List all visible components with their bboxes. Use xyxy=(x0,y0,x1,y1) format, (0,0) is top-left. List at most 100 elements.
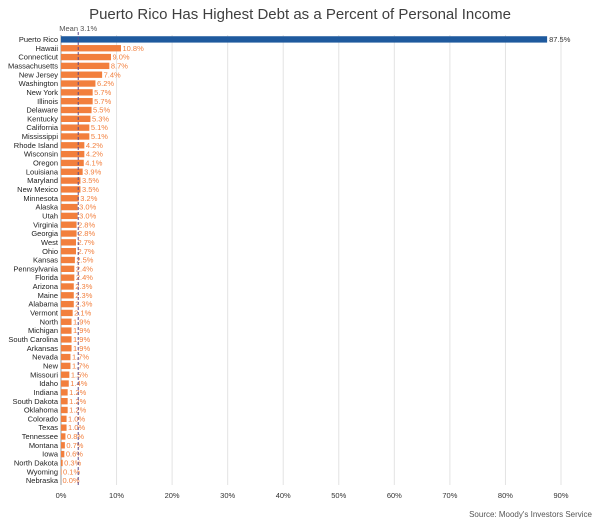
data-label: 1.9% xyxy=(73,317,90,326)
bar xyxy=(61,327,72,334)
data-label: 1.0% xyxy=(68,423,85,432)
data-label: 2.4% xyxy=(76,273,93,282)
category-label: Hawaii xyxy=(35,44,58,53)
data-label: 4.1% xyxy=(85,159,102,168)
bar xyxy=(61,318,72,325)
bar xyxy=(61,98,93,105)
data-label: 0.3% xyxy=(64,459,81,468)
category-label: Washington xyxy=(19,79,58,88)
x-tick-label: 50% xyxy=(331,491,346,500)
data-label: 2.3% xyxy=(75,300,92,309)
bar xyxy=(61,265,75,272)
data-label: 4.2% xyxy=(86,141,103,150)
category-label: Rhode Island xyxy=(14,141,58,150)
category-label: Montana xyxy=(29,441,59,450)
x-tick-label: 90% xyxy=(553,491,568,500)
bar xyxy=(61,371,70,378)
category-label: Maryland xyxy=(27,176,58,185)
data-label: 6.2% xyxy=(97,79,114,88)
bar xyxy=(61,115,91,122)
category-label: Indiana xyxy=(33,388,58,397)
bar xyxy=(61,283,74,290)
data-label: 2.3% xyxy=(75,291,92,300)
data-label: 0.8% xyxy=(67,432,84,441)
bar xyxy=(61,89,93,96)
category-label: Kentucky xyxy=(27,114,58,123)
category-label: Massachusetts xyxy=(8,61,58,70)
bar xyxy=(61,230,77,237)
data-label: 5.7% xyxy=(94,88,111,97)
category-label: Tennessee xyxy=(22,432,58,441)
category-label: Delaware xyxy=(26,106,58,115)
data-label: 87.5% xyxy=(549,35,571,44)
x-tick-label: 20% xyxy=(165,491,180,500)
x-tick-label: 60% xyxy=(387,491,402,500)
category-label: Texas xyxy=(38,423,58,432)
bar xyxy=(61,133,90,140)
bar xyxy=(61,71,103,78)
data-label: 1.4% xyxy=(70,379,87,388)
category-label: New Mexico xyxy=(17,185,58,194)
category-label: Kansas xyxy=(33,256,58,265)
data-label: 1.5% xyxy=(71,370,88,379)
data-label: 0.6% xyxy=(66,450,83,459)
category-label: Maine xyxy=(38,291,58,300)
category-label: Alaska xyxy=(35,203,58,212)
data-label: 2.3% xyxy=(75,282,92,291)
data-label: 3.5% xyxy=(82,176,99,185)
bar xyxy=(61,362,71,370)
x-tick-label: 70% xyxy=(442,491,457,500)
category-label: Iowa xyxy=(42,450,59,459)
bar xyxy=(61,442,65,449)
category-label: North xyxy=(40,317,58,326)
category-label: Connecticut xyxy=(18,53,59,62)
data-label: 3.5% xyxy=(82,185,99,194)
x-tick-label: 40% xyxy=(276,491,291,500)
bar xyxy=(61,212,78,220)
data-label: 1.9% xyxy=(73,335,90,344)
bar xyxy=(61,186,81,193)
bar xyxy=(61,300,74,308)
category-label: New York xyxy=(26,88,58,97)
bar xyxy=(61,195,79,202)
category-label: Oklahoma xyxy=(24,406,59,415)
category-label: Wisconsin xyxy=(24,150,58,159)
category-label: Louisiana xyxy=(26,167,59,176)
category-label: Mississippi xyxy=(22,132,59,141)
data-label: 3.0% xyxy=(79,203,96,212)
bar xyxy=(61,239,76,246)
bar xyxy=(61,336,72,343)
category-label: Illinois xyxy=(37,97,58,106)
data-label: 2.8% xyxy=(78,220,95,229)
category-label: Minnesota xyxy=(23,194,58,203)
mean-label: Mean 3.1% xyxy=(59,24,97,33)
bar xyxy=(61,433,66,440)
bar xyxy=(61,380,69,387)
data-label: 2.1% xyxy=(74,309,91,318)
bar xyxy=(61,468,62,475)
bar xyxy=(61,124,90,131)
data-label: 2.7% xyxy=(78,238,95,247)
bar xyxy=(61,36,548,43)
data-label: 9.0% xyxy=(113,53,130,62)
data-label: 4.2% xyxy=(86,150,103,159)
category-label: Virginia xyxy=(33,220,59,229)
bar xyxy=(61,389,68,396)
bar xyxy=(61,345,72,352)
category-label: Idaho xyxy=(39,379,58,388)
data-label: 1.9% xyxy=(73,344,90,353)
category-label: Vermont xyxy=(30,309,59,318)
bar xyxy=(61,353,71,361)
bar xyxy=(61,45,121,52)
bar xyxy=(61,424,67,431)
bar xyxy=(61,292,74,299)
category-label: Nevada xyxy=(32,353,59,362)
bar xyxy=(61,62,110,70)
category-label: Arizona xyxy=(33,282,59,291)
data-label: 2.8% xyxy=(78,229,95,238)
bar xyxy=(61,106,92,114)
x-tick-label: 80% xyxy=(498,491,513,500)
category-label: North Dakota xyxy=(14,459,59,468)
data-label: 1.2% xyxy=(69,397,86,406)
bar xyxy=(61,406,68,414)
